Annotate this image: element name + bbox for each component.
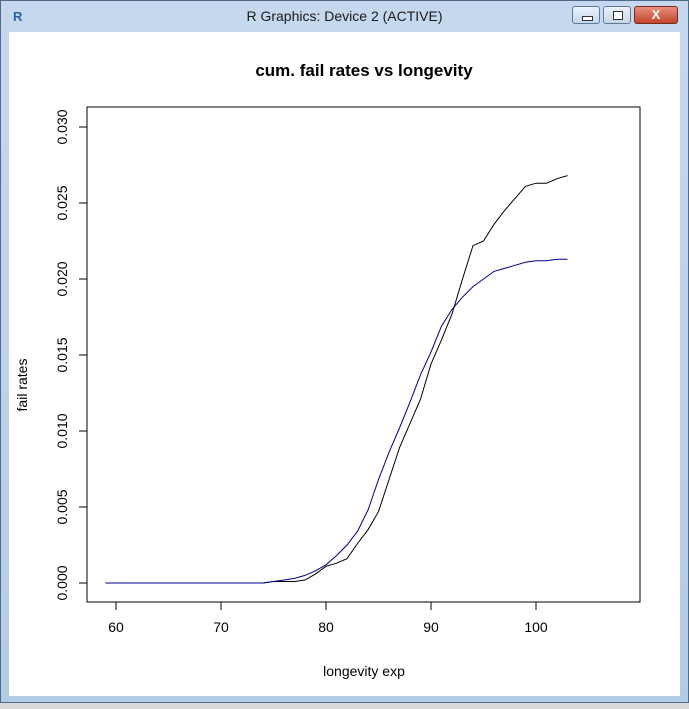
maximize-icon	[613, 11, 623, 20]
x-tick-label: 80	[318, 619, 334, 635]
data-lines	[105, 175, 568, 584]
close-icon: X	[651, 7, 661, 22]
r-logo-icon: R	[13, 9, 23, 24]
title-bar[interactable]: R R Graphics: Device 2 (ACTIVE) X	[1, 1, 688, 31]
x-axis-label: longevity exp	[323, 663, 405, 679]
minimize-icon	[582, 16, 593, 21]
line-chart: cum. fail rates vs longevity 60 70 80 90 100…	[14, 61, 641, 679]
x-axis: 60 70 80 90 100	[108, 602, 548, 635]
maximize-button[interactable]	[603, 6, 631, 24]
y-axis-label: fail rates	[14, 359, 30, 412]
window-controls: X	[572, 6, 678, 24]
y-tick-label: 0.030	[54, 109, 70, 144]
x-tick-label: 60	[108, 619, 124, 635]
y-tick-label: 0.010	[54, 413, 70, 448]
minimize-button[interactable]	[572, 6, 600, 24]
close-button[interactable]: X	[634, 6, 678, 24]
plot-box	[86, 106, 641, 603]
y-tick-label: 0.000	[54, 565, 70, 600]
plot-canvas: cum. fail rates vs longevity 60 70 80 90 100…	[9, 32, 680, 696]
y-tick-label: 0.025	[54, 185, 70, 220]
y-tick-label: 0.015	[54, 337, 70, 372]
window-title: R Graphics: Device 2 (ACTIVE)	[246, 8, 443, 24]
background-strip	[0, 703, 689, 709]
series-line-black	[105, 175, 568, 584]
x-tick-label: 100	[524, 619, 548, 635]
x-tick-label: 90	[423, 619, 439, 635]
y-tick-label: 0.020	[54, 261, 70, 296]
x-tick-label: 70	[213, 619, 229, 635]
chart-title: cum. fail rates vs longevity	[255, 61, 473, 80]
y-tick-label: 0.005	[54, 489, 70, 524]
y-axis: 0.000 0.005 0.010 0.015 0.020 0.025 0.030	[54, 109, 87, 601]
series-line-blue	[105, 258, 568, 584]
